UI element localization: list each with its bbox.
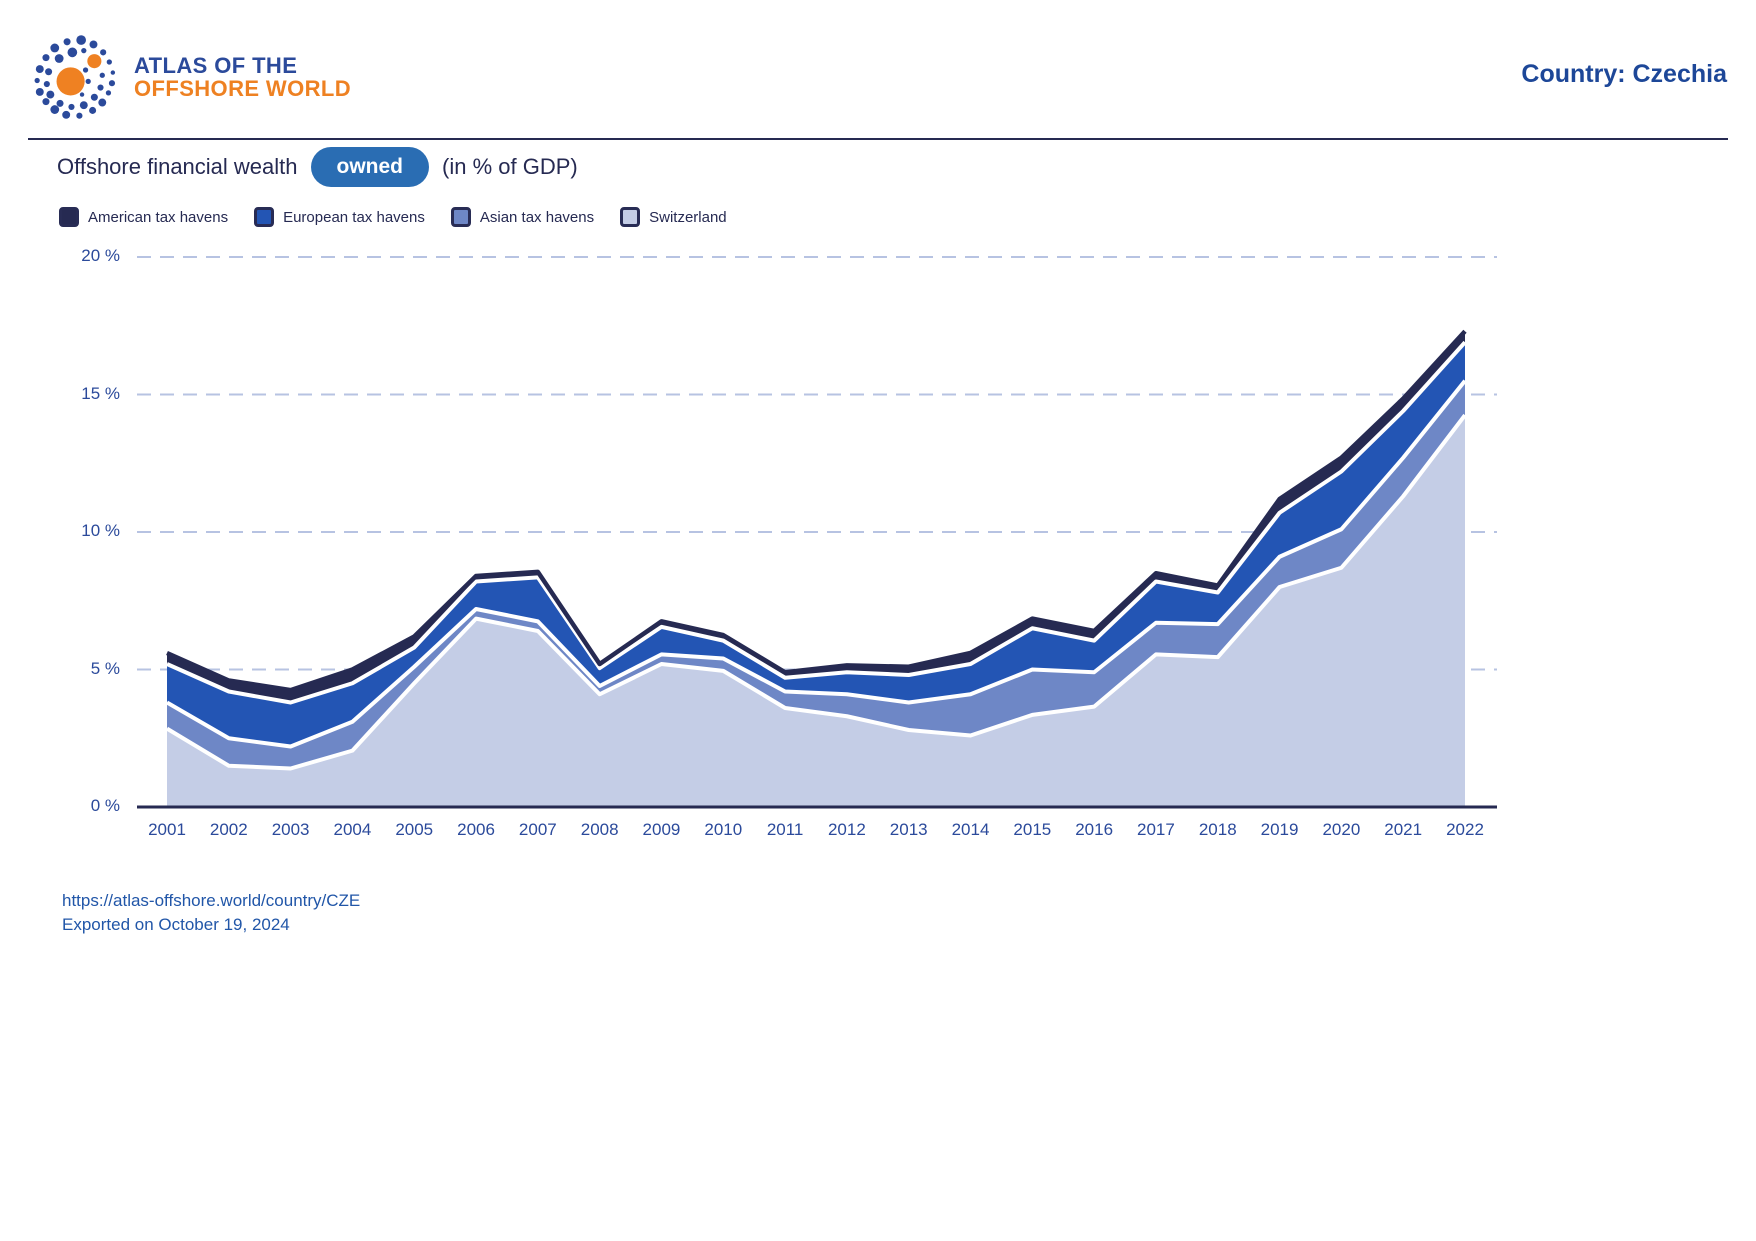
logo-text-line2: OFFSHORE WORLD — [134, 76, 352, 101]
logo-wordmark: ATLAS OF THE OFFSHORE WORLD — [134, 54, 351, 100]
atlas-logo-icon — [34, 35, 116, 119]
header-divider — [28, 138, 1728, 140]
logo-text-line1: ATLAS OF THE — [134, 53, 298, 78]
legend-swatch-switzerland — [620, 207, 641, 227]
footer: https://atlas-offshore.world/country/CZE… — [62, 889, 360, 937]
legend-label-american: American tax havens — [88, 208, 229, 226]
separator-asian-tax-havens-top — [165, 379, 1467, 749]
owned-toggle-badge[interactable]: owned — [310, 147, 430, 187]
legend-label-european: European tax havens — [283, 208, 425, 226]
legend-item-asian[interactable]: Asian tax havens — [450, 207, 595, 227]
legend-item-switzerland[interactable]: Switzerland — [620, 207, 727, 227]
logo: ATLAS OF THE OFFSHORE WORLD — [30, 33, 351, 121]
separator-switzerland-top — [165, 413, 1467, 771]
total-top-line — [166, 329, 1467, 693]
legend-swatch-asian — [450, 207, 471, 227]
export-date: Exported on October 19, 2024 — [62, 915, 290, 934]
area-european-tax-havens — [167, 342, 1465, 747]
area-switzerland — [167, 415, 1465, 807]
country-label: Country: Czechia — [1521, 60, 1727, 88]
legend: American tax havens European tax havens … — [59, 207, 727, 227]
chart-title-row: Offshore financial wealth owned (in % of… — [57, 146, 578, 188]
title-prefix: Offshore financial wealth — [57, 154, 298, 179]
source-url[interactable]: https://atlas-offshore.world/country/CZE — [62, 891, 361, 910]
header: ATLAS OF THE OFFSHORE WORLD Country: Cze… — [0, 0, 1756, 138]
legend-swatch-european — [254, 207, 275, 227]
legend-item-american[interactable]: American tax havens — [59, 207, 228, 227]
legend-swatch-american — [59, 207, 79, 227]
legend-label-asian: Asian tax havens — [479, 208, 595, 226]
title-suffix: (in % of GDP) — [442, 154, 578, 179]
legend-item-european[interactable]: European tax havens — [254, 207, 425, 227]
separator-european-tax-havens-top — [166, 340, 1467, 705]
legend-label-switzerland: Switzerland — [649, 208, 727, 226]
